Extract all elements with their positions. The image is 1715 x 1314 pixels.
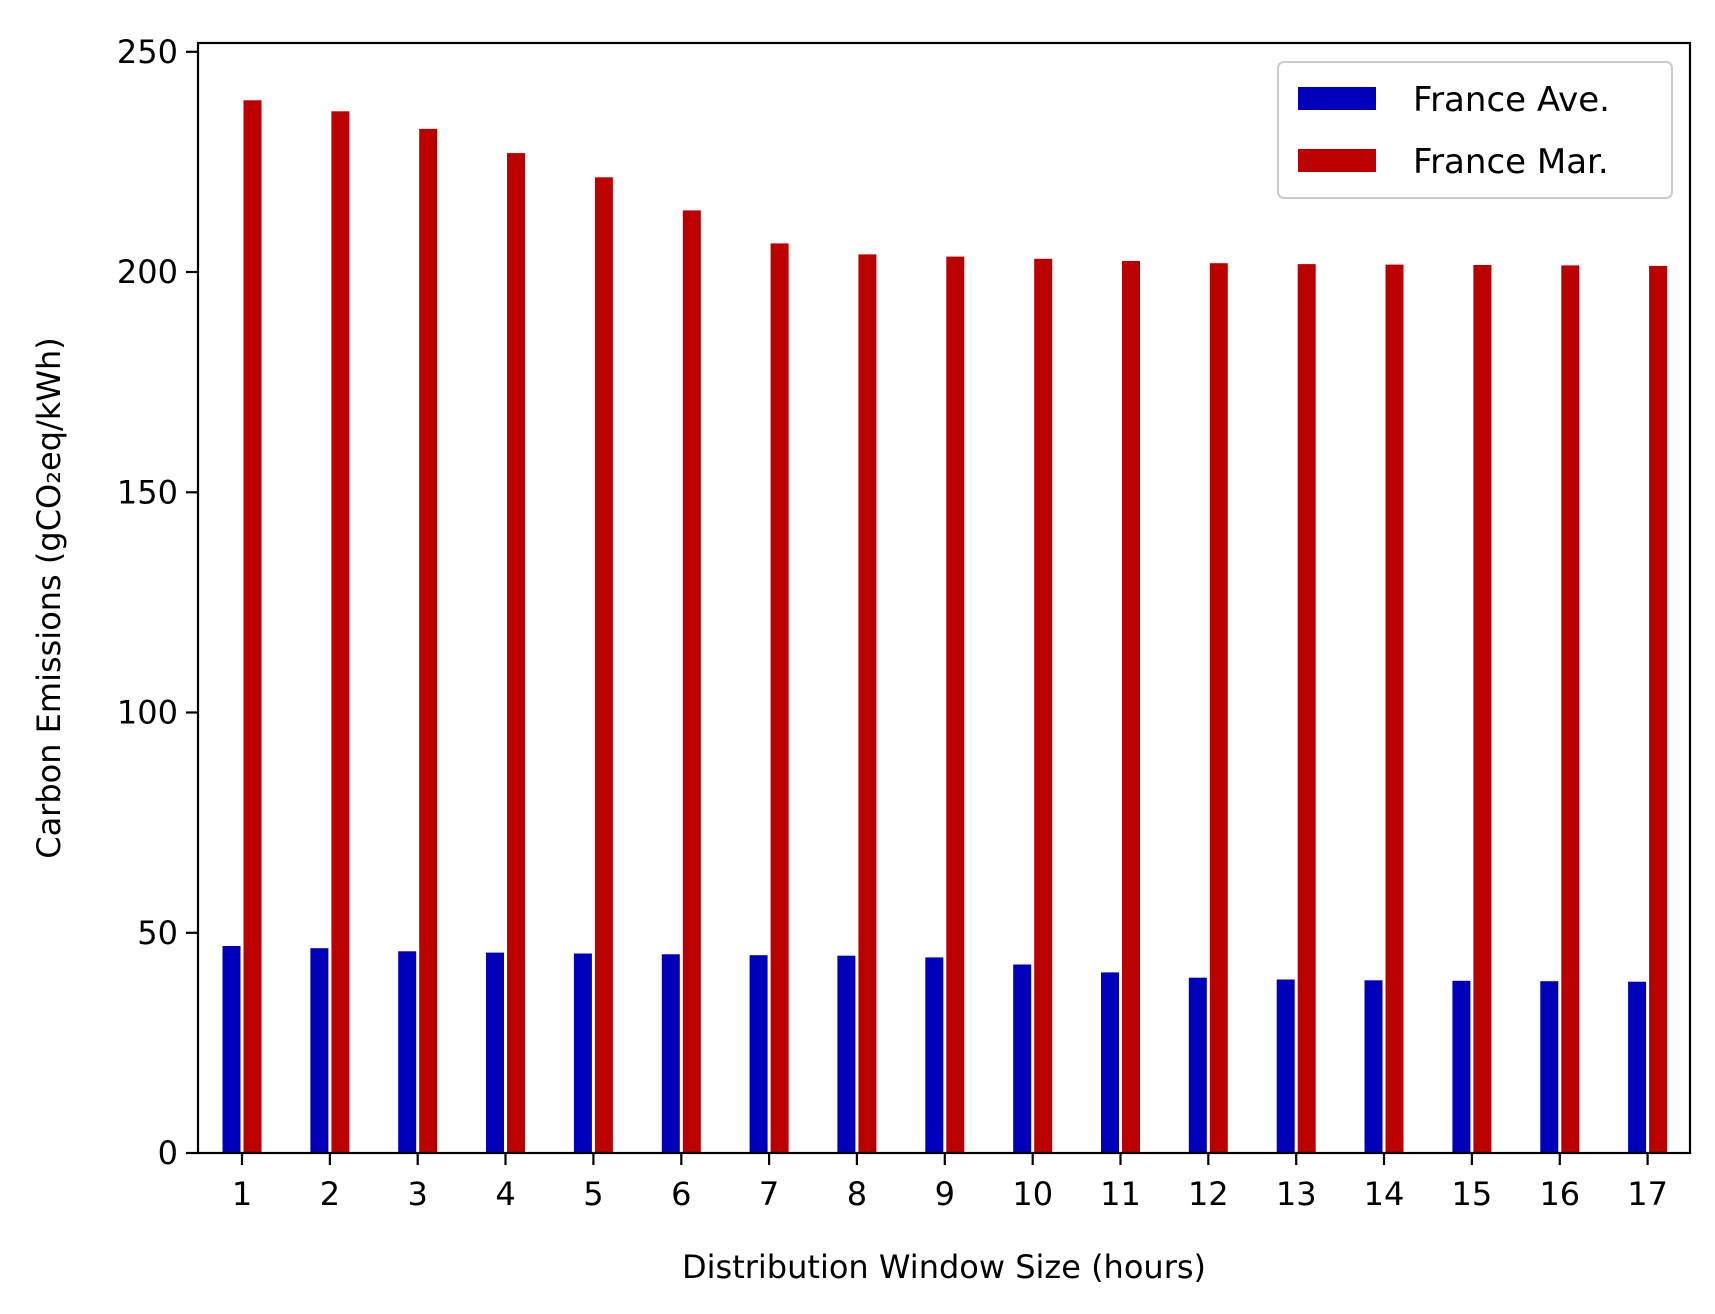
bar-france-mar-4: [507, 153, 525, 1154]
y-tick-label: 0: [158, 1134, 178, 1172]
bar-france-mar-13: [1297, 264, 1316, 1154]
x-tick-label: 4: [495, 1175, 515, 1213]
legend-frame: [1277, 61, 1673, 199]
x-tick-label: 6: [671, 1175, 691, 1213]
bar-france-mar-17: [1649, 265, 1668, 1153]
x-tick-label: 12: [1188, 1175, 1229, 1213]
x-axis-title: Distribution Window Size (hours): [682, 1248, 1206, 1286]
bar-france-mar-7: [770, 243, 789, 1153]
x-tick-label: 5: [583, 1175, 603, 1213]
bar-france-mar-5: [594, 177, 613, 1154]
y-tick-label: 100: [117, 694, 178, 732]
bar-france-ave-12: [1188, 977, 1207, 1153]
y-axis-title: Carbon Emissions (gCO₂eq/kWh): [30, 337, 68, 859]
bar-france-ave-6: [661, 954, 680, 1153]
x-axis: 1 2 3 4 5 6 7 8 9 10 11 12 13 14 15 16 17: [232, 1153, 1668, 1213]
y-tick-label: 200: [117, 253, 178, 291]
bar-france-ave-7: [749, 955, 768, 1153]
y-tick-label: 250: [117, 33, 178, 71]
bar-france-mar-2: [331, 111, 350, 1153]
bars-group: [222, 100, 1668, 1154]
bar-france-mar-15: [1473, 265, 1492, 1153]
x-tick-label: 3: [408, 1175, 428, 1213]
bar-france-mar-6: [682, 210, 701, 1153]
bar-france-ave-9: [925, 957, 944, 1153]
x-tick-label: 10: [1012, 1175, 1053, 1213]
bar-france-mar-9: [946, 256, 965, 1154]
x-tick-label: 2: [320, 1175, 340, 1213]
x-tick-label: 8: [847, 1175, 867, 1213]
legend-label-france-mar: France Mar.: [1413, 142, 1609, 182]
bar-france-mar-11: [1122, 261, 1140, 1153]
bar-france-ave-8: [837, 955, 856, 1153]
x-tick-label: 11: [1100, 1175, 1141, 1213]
x-tick-label: 13: [1276, 1175, 1317, 1213]
legend-swatch-france-mar: [1298, 149, 1376, 172]
y-axis: 0 50 100 150 200 250: [117, 33, 198, 1172]
bar-france-ave-4: [486, 952, 504, 1153]
bar-france-ave-1: [222, 946, 241, 1153]
legend-swatch-france-ave: [1298, 87, 1376, 110]
bar-france-ave-3: [398, 951, 417, 1153]
bar-france-ave-11: [1101, 972, 1119, 1153]
x-tick-label: 16: [1539, 1175, 1580, 1213]
bar-france-mar-10: [1034, 258, 1053, 1153]
bar-france-mar-1: [243, 100, 262, 1153]
bar-france-ave-17: [1628, 981, 1647, 1153]
bar-france-mar-3: [419, 128, 438, 1153]
x-tick-label: 14: [1364, 1175, 1405, 1213]
bar-france-mar-16: [1561, 265, 1580, 1153]
bar-france-ave-13: [1276, 979, 1295, 1153]
legend: France Ave. France Mar.: [1277, 61, 1673, 199]
y-tick-label: 50: [137, 914, 178, 952]
bar-france-ave-5: [573, 953, 592, 1153]
bar-france-mar-8: [858, 254, 877, 1153]
y-tick-label: 150: [117, 473, 178, 511]
x-tick-label: 15: [1452, 1175, 1493, 1213]
bar-france-mar-12: [1209, 263, 1228, 1153]
bar-france-mar-14: [1385, 264, 1404, 1154]
bar-france-ave-14: [1364, 980, 1383, 1153]
bar-france-ave-16: [1540, 981, 1559, 1153]
x-tick-label: 7: [759, 1175, 779, 1213]
legend-label-france-ave: France Ave.: [1413, 80, 1610, 120]
x-tick-label: 9: [935, 1175, 955, 1213]
bar-france-ave-2: [310, 948, 329, 1153]
x-tick-label: 1: [232, 1175, 252, 1213]
bar-france-ave-15: [1452, 980, 1471, 1153]
bar-france-ave-10: [1013, 964, 1032, 1153]
x-tick-label: 17: [1627, 1175, 1668, 1213]
